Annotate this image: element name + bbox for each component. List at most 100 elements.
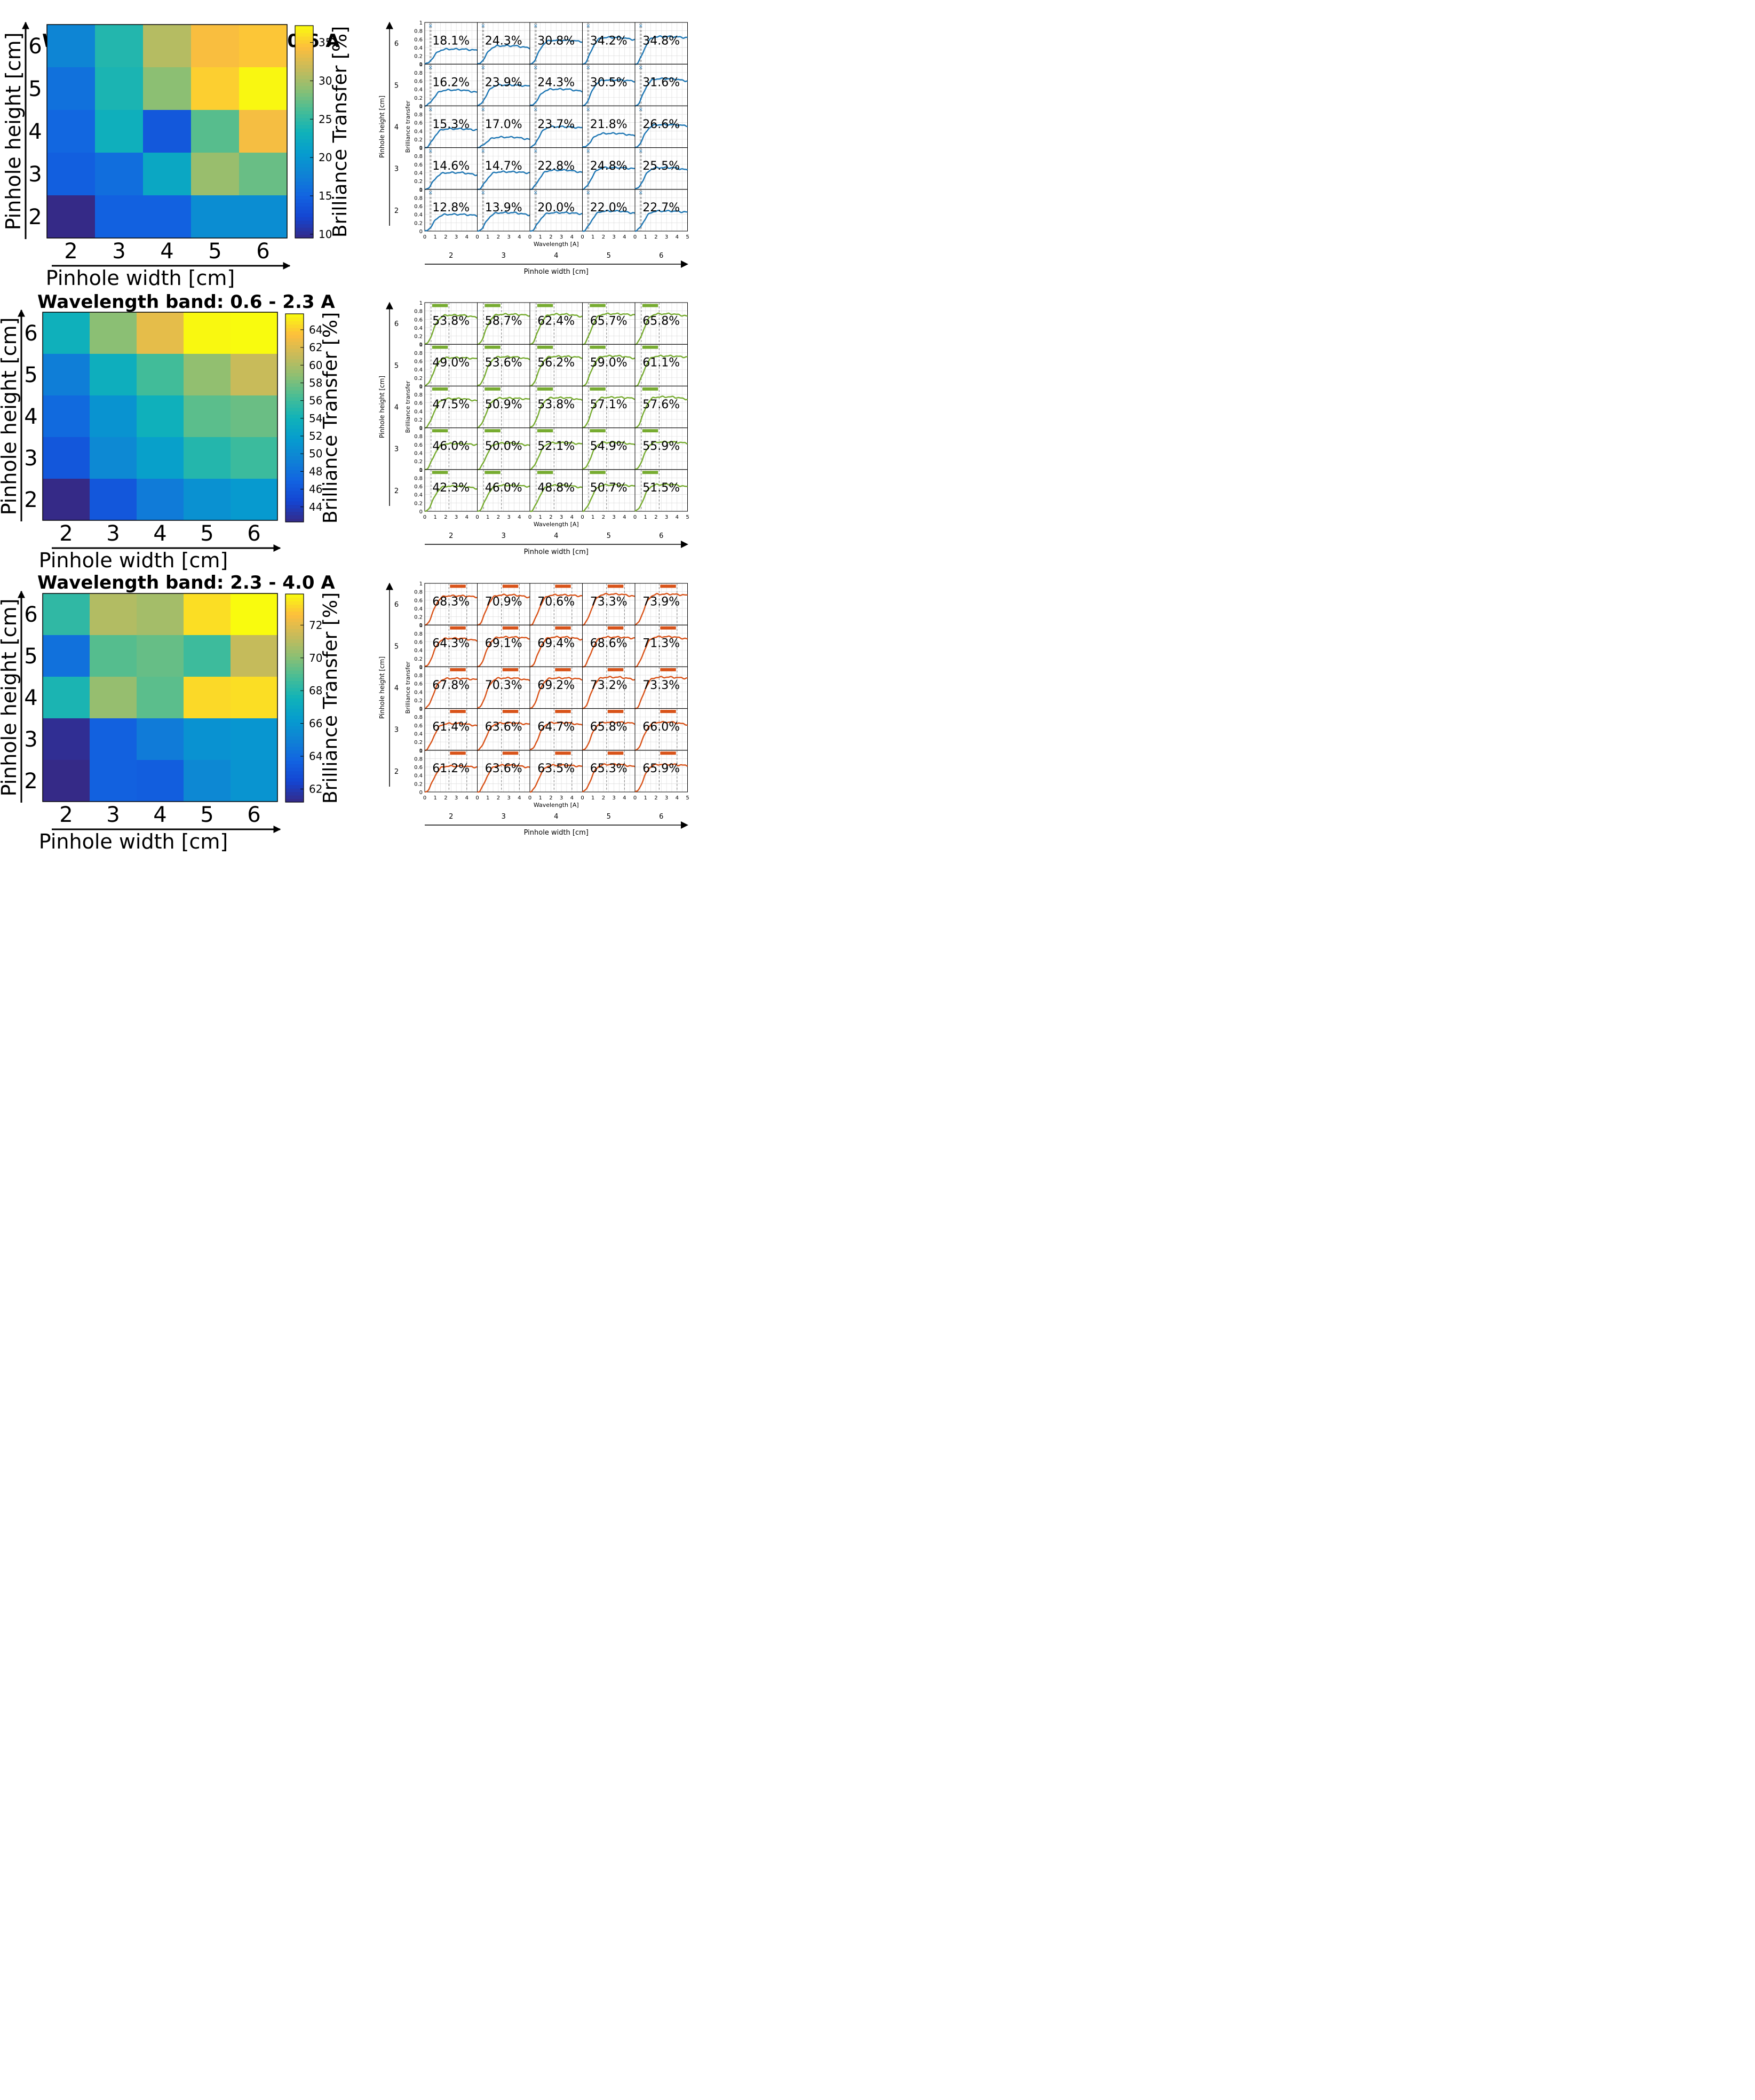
- grid-col-label: 5: [607, 532, 611, 540]
- heatmap-cell: [184, 677, 231, 719]
- band-marker: ×: [586, 148, 590, 154]
- heatmap-cell: [47, 153, 96, 196]
- y-tick-label: 1: [419, 623, 423, 629]
- percent-label: 73.9%: [642, 595, 680, 608]
- y-tick-label: 0: [419, 384, 423, 390]
- subplot-cell: 70.9%: [477, 583, 530, 626]
- x-tick-label: 0: [528, 795, 531, 801]
- percent-label: 34.2%: [590, 34, 628, 47]
- x-tick-label: 2: [444, 514, 447, 520]
- x-tick-label: 1: [539, 795, 542, 801]
- y-tick-label: 0: [419, 707, 423, 712]
- heatmap-cell: [184, 635, 231, 677]
- percent-label: 25.5%: [642, 160, 680, 173]
- subplot-cell: ×17.0%: [477, 105, 530, 148]
- band-marker: ×: [428, 23, 433, 29]
- percent-label: 50.0%: [485, 440, 522, 453]
- heatmap-cell: [43, 479, 90, 521]
- x-tick-label: 1: [591, 514, 594, 520]
- y-tick-label: 5: [24, 363, 37, 387]
- colorbar-tick-label: 20: [319, 151, 332, 164]
- y-tick-label: 0: [419, 467, 423, 473]
- grid-row-label: 4: [394, 685, 399, 693]
- heatmap-cell: [90, 437, 137, 479]
- transfer-curve: [425, 442, 478, 470]
- y-tick-label: 5: [24, 644, 37, 669]
- band-marker: ×: [639, 107, 643, 113]
- colorbar-segment: [295, 43, 313, 47]
- x-tick-label: 3: [560, 234, 563, 240]
- colorbar-tick-label: 46: [309, 483, 322, 496]
- percent-label: 63.6%: [485, 762, 522, 775]
- y-tick-label: 0.4: [414, 87, 423, 93]
- colorbar-segment: [295, 72, 313, 76]
- percent-label: 53.6%: [485, 356, 522, 370]
- y-tick-label: 1: [419, 664, 423, 670]
- percent-label: 54.9%: [590, 440, 628, 453]
- percent-label: 26.6%: [642, 118, 680, 131]
- colorbar-segment: [285, 771, 304, 775]
- colorbar-frame: [295, 25, 314, 239]
- subplot-cell: 68.3% 0 0.2 0.4 0.6 0.8 1: [414, 581, 478, 629]
- colorbar-segment: [285, 518, 304, 522]
- heatmap-cell: [43, 677, 90, 719]
- percent-label: 66.0%: [642, 720, 680, 734]
- heatmap-cell: [231, 479, 278, 521]
- colorbar-segment: [285, 338, 304, 342]
- inner-y-label: Brilliance transfer: [404, 381, 411, 433]
- percent-label: 71.3%: [642, 637, 680, 651]
- colorbar-segment: [285, 366, 304, 370]
- y-tick-label: 2: [28, 205, 42, 229]
- y-tick-label: 0.4: [414, 732, 423, 738]
- percent-label: 69.2%: [537, 679, 575, 692]
- grid-y-label: Pinhole height [cm]: [378, 96, 386, 158]
- x-tick-label: 1: [644, 514, 647, 520]
- transfer-curve: [634, 440, 688, 470]
- heatmap-cell: [191, 67, 240, 110]
- y-tick-label: 0.6: [414, 723, 423, 729]
- y-tick-label: 1: [419, 187, 423, 193]
- heatmap-cell: [95, 153, 144, 196]
- subplot-cell: ×21.8%: [582, 105, 636, 148]
- colorbar-segment: [295, 231, 313, 235]
- x-tick-label: 3: [455, 514, 458, 520]
- y-tick-label: 0: [419, 104, 423, 109]
- colorbar-segment: [285, 511, 304, 516]
- y-tick-label: 0.2: [414, 334, 423, 340]
- grid-col-label: 6: [659, 252, 663, 260]
- colorbar-segment: [295, 124, 313, 129]
- percent-label: 24.8%: [590, 160, 628, 173]
- heatmap-cell: [239, 195, 288, 239]
- colorbar-segment: [285, 629, 304, 633]
- percent-label: 73.3%: [642, 679, 680, 692]
- transfer-curve: [529, 313, 583, 345]
- colorbar-segment: [295, 39, 313, 44]
- subplot-frame: [634, 469, 688, 512]
- y-tick-label: 0: [419, 229, 423, 235]
- band-marker: ×: [586, 23, 590, 29]
- x-tick-label: 4: [465, 234, 468, 240]
- y-tick-label: 0.6: [414, 598, 423, 604]
- subplot-cell: ×23.9%: [477, 64, 530, 107]
- y-tick-label: 0.6: [414, 204, 423, 210]
- y-tick-label: 0.2: [414, 137, 423, 143]
- colorbar-segment: [295, 103, 313, 108]
- y-tick-label: 0: [419, 146, 423, 152]
- y-tick-label: 0: [419, 342, 423, 348]
- colorbar-segment: [295, 100, 313, 104]
- x-tick-label: 1: [434, 514, 437, 520]
- transfer-curve: [582, 441, 636, 470]
- y-tick-label: 0.4: [414, 648, 423, 654]
- y-tick-label: 1: [419, 581, 423, 587]
- transfer-curve: [582, 166, 636, 190]
- grid-x-label: Pinhole width [cm]: [524, 829, 589, 837]
- x-tick-label: 2: [602, 795, 605, 801]
- x-tick-label: 5: [686, 234, 689, 240]
- colorbar-segment: [285, 684, 304, 688]
- percent-label: 30.5%: [590, 76, 628, 90]
- colorbar-segment: [285, 359, 304, 363]
- colorbar-segment: [285, 680, 304, 685]
- transfer-curve: [477, 313, 530, 345]
- transfer-curve: [582, 592, 636, 626]
- heatmap-cell: [47, 195, 96, 239]
